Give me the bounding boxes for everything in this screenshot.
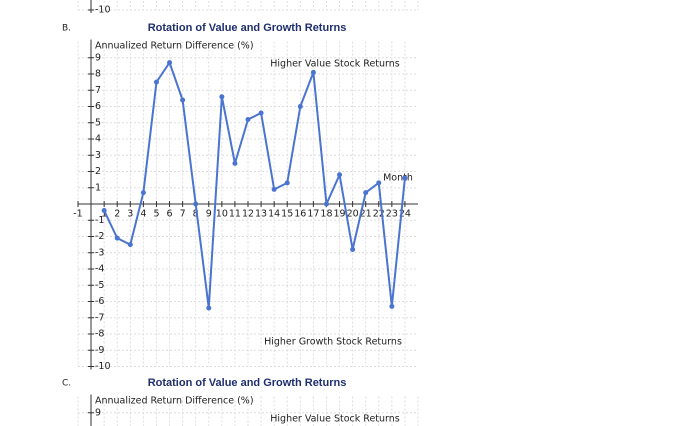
x-tick-label: 4 [140,209,146,220]
data-point [363,190,369,196]
x-tick-label: 13 [255,209,267,220]
x-tick-label: 3 [127,209,133,220]
y-tick-label: -5 [95,280,104,291]
y-tick-label: -8 [95,329,104,340]
data-point [101,208,107,213]
panel-label: C. [62,379,71,389]
y-tick-label: 1 [95,182,101,193]
y-tick-label: 7 [95,85,101,96]
y-tick-label: -7 [95,312,104,323]
data-point [271,186,277,192]
data-point [219,94,225,100]
y-axis-label: Annualized Return Difference (%) [95,41,254,52]
y-tick-label: -3 [95,247,104,258]
x-tick-label: 23 [386,209,398,220]
y-tick-label: -9 [95,345,104,356]
data-point [127,242,133,248]
y-tick-label: 8 [95,69,101,80]
y-tick-label: 4 [95,134,101,145]
y-axis-label: Annualized Return Difference (%) [95,396,254,407]
data-point [323,201,329,207]
data-point [114,235,120,241]
chart-title: Rotation of Value and Growth Returns [148,377,347,389]
data-point [180,97,186,103]
x-tick-label: -1 [73,209,82,220]
x-tick-label: 2 [114,209,120,220]
x-axis-label: Month [383,173,413,184]
annotation: Higher Value Stock Returns [270,59,400,70]
data-point [337,172,343,178]
x-tick-label: 1 [101,209,107,220]
chart-title: Rotation of Value and Growth Returns [148,22,347,34]
x-tick-label: 21 [360,209,372,220]
annotation: Higher Growth Stock Returns [264,337,402,348]
y-tick-label: -4 [95,264,104,275]
data-point [389,303,395,309]
y-tick-label: -6 [95,296,104,307]
y-tick-label: -1 [95,215,104,226]
x-tick-label: 12 [242,209,254,220]
x-tick-label: 22 [373,209,385,220]
x-tick-label: 18 [320,209,332,220]
x-tick-label: 17 [307,209,319,220]
data-line [103,60,406,309]
data-point [284,180,290,186]
x-tick-label: 7 [180,209,186,220]
x-tick-label: 20 [347,209,359,220]
data-point [376,180,382,186]
data-point [232,160,238,166]
x-tick-label: 5 [153,209,159,220]
x-tick-label: 10 [216,209,228,220]
data-point [297,104,303,109]
x-tick-label: 14 [268,209,280,220]
y-tick-label: -10 [95,361,111,372]
x-tick-label: 11 [229,209,241,220]
y-tick-label: -2 [95,231,104,242]
x-tick-label: 9 [206,209,212,220]
data-point [193,201,199,207]
y-tick-label: 9 [95,52,101,63]
data-point [310,69,316,75]
y-tick-label: 9 [95,407,101,418]
y-tick-label: 6 [95,101,101,112]
data-point [402,175,408,181]
y-tick-label: 2 [95,166,101,177]
annotation: Higher Value Stock Returns [270,414,400,425]
x-tick-label: 24 [399,209,411,220]
data-point [153,79,159,85]
data-point [258,110,264,116]
y-tick-label: 5 [95,117,101,128]
data-point [167,60,173,66]
x-tick-label: 15 [281,209,293,220]
y-tick-label: 3 [95,150,101,161]
x-tick-label: 8 [193,209,199,220]
data-point [206,305,212,311]
data-point [140,190,146,196]
x-tick-label: 6 [167,209,173,220]
x-tick-label: 19 [333,209,345,220]
data-point [350,247,356,252]
y-tick-label: -10 [95,5,111,16]
data-point [245,117,251,122]
panel-label: B. [62,24,71,34]
x-tick-label: 16 [294,209,306,220]
